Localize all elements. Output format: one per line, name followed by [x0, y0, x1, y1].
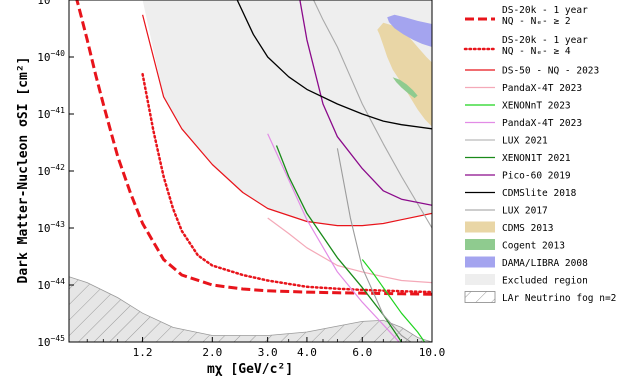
legend-item-3: PandaX-4T 2023 — [465, 83, 582, 94]
axes-layer: 1.2 2.0 3.0 4.0 6.0 10.0 10−45 10−44 10−43 10−42 1… — [37, 0, 445, 359]
y-tick-label: 10−39 — [37, 0, 65, 7]
legend-item-9: CDMSlite 2018 — [465, 188, 577, 199]
cdms-2013-region — [377, 22, 432, 127]
legend-item-2: DS-50 - NQ - 2023 — [465, 66, 599, 77]
legend: DS-20k - 1 year NQ - Nₑ- ≥ 2 DS-20k - 1 ye… — [463, 5, 616, 304]
legend-label: LAr Neutrino fog n=2 — [502, 293, 616, 304]
legend-label: Pico-60 2019 — [502, 171, 571, 182]
legend-label: DS-20k - 1 year NQ - Nₑ- ≥ 4 — [502, 35, 588, 57]
series-line-9-cdmslite-2018 — [236, 0, 432, 130]
legend-label: DS-50 - NQ - 2023 — [502, 66, 599, 77]
series-line-1-ds-20k-1-year-nq-n-4 — [141, 72, 432, 294]
legend-swatch — [465, 256, 495, 268]
legend-item-12: Cogent 2013 — [465, 239, 565, 252]
x-tick-label: 10.0 — [419, 346, 446, 359]
series-line-3-pandax-4t-2023 — [267, 217, 432, 284]
legend-swatch — [465, 239, 495, 250]
series-line-8-pico-60-2019 — [299, 0, 432, 206]
legend-item-10: LUX 2017 — [465, 206, 548, 217]
legend-item-1: DS-20k - 1 year NQ - Nₑ- ≥ 4 — [463, 35, 588, 57]
dama-libra-2008-region — [387, 14, 432, 48]
cogent-2013-region — [392, 77, 418, 99]
legend-label: PandaX-4T 2023 — [502, 83, 582, 94]
series-line-5-pandax-4t-2023 — [267, 133, 400, 342]
excluded-region — [142, 0, 432, 226]
legend-label: XENONnT 2023 — [502, 101, 571, 112]
legend-label: DS-20k - 1 year NQ - Nₑ- ≥ 2 — [502, 5, 588, 27]
legend-item-6: LUX 2021 — [465, 136, 548, 147]
legend-item-15: LAr Neutrino fog n=2 — [464, 291, 616, 304]
series-layer — [75, 0, 432, 342]
neutrino-fog-region — [69, 276, 432, 342]
legend-item-5: PandaX-4T 2023 — [465, 118, 582, 129]
legend-label: Cogent 2013 — [502, 241, 565, 252]
legend-label: Excluded region — [502, 276, 588, 287]
x-tick-label: 2.0 — [202, 346, 222, 359]
legend-swatch — [465, 221, 495, 233]
y-tick-label: 10−45 — [37, 334, 65, 349]
legend-label: DAMA/LIBRA 2008 — [502, 258, 588, 269]
legend-swatch — [464, 291, 496, 303]
legend-label: LUX 2017 — [502, 206, 548, 217]
series-line-0-ds-20k-1-year-nq-n-2 — [75, 0, 432, 296]
y-tick-label: 10−44 — [37, 277, 65, 292]
legend-item-14: Excluded region — [465, 274, 588, 287]
y-tick-label: 10−41 — [37, 106, 65, 121]
x-axis-label: mχ [GeV/c²] — [207, 362, 293, 377]
series-line-10-lux-2017 — [336, 148, 412, 342]
series-line-6-lux-2021 — [313, 0, 432, 229]
x-tick-label: 3.0 — [258, 346, 278, 359]
series-line-4-xenonnt-2023 — [361, 259, 426, 342]
legend-item-13: DAMA/LIBRA 2008 — [465, 256, 588, 269]
legend-item-7: XENON1T 2021 — [465, 153, 571, 164]
legend-swatch — [465, 274, 495, 285]
legend-item-8: Pico-60 2019 — [465, 171, 571, 182]
legend-item-11: CDMS 2013 — [465, 221, 553, 234]
y-tick-label: 10−43 — [37, 220, 65, 235]
legend-label: CDMSlite 2018 — [502, 188, 577, 199]
regions-layer — [69, 0, 432, 342]
y-tick-label: 10−42 — [37, 163, 65, 178]
legend-item-0: DS-20k - 1 year NQ - Nₑ- ≥ 2 — [465, 5, 588, 27]
legend-label: LUX 2021 — [502, 136, 548, 147]
legend-label: CDMS 2013 — [502, 223, 553, 234]
legend-label: PandaX-4T 2023 — [502, 118, 582, 129]
x-tick-label: 1.2 — [133, 346, 153, 359]
x-tick-label: 6.0 — [352, 346, 372, 359]
series-line-7-xenon1t-2021 — [275, 145, 403, 342]
series-line-2-ds-50-nq-2023 — [142, 14, 432, 227]
legend-label: XENON1T 2021 — [502, 153, 571, 164]
legend-item-4: XENONnT 2023 — [465, 101, 571, 112]
y-tick-label: 10−40 — [37, 49, 65, 64]
x-tick-label: 4.0 — [297, 346, 317, 359]
y-axis-label: Dark Matter-Nucleon σSI [cm²] — [16, 57, 31, 284]
